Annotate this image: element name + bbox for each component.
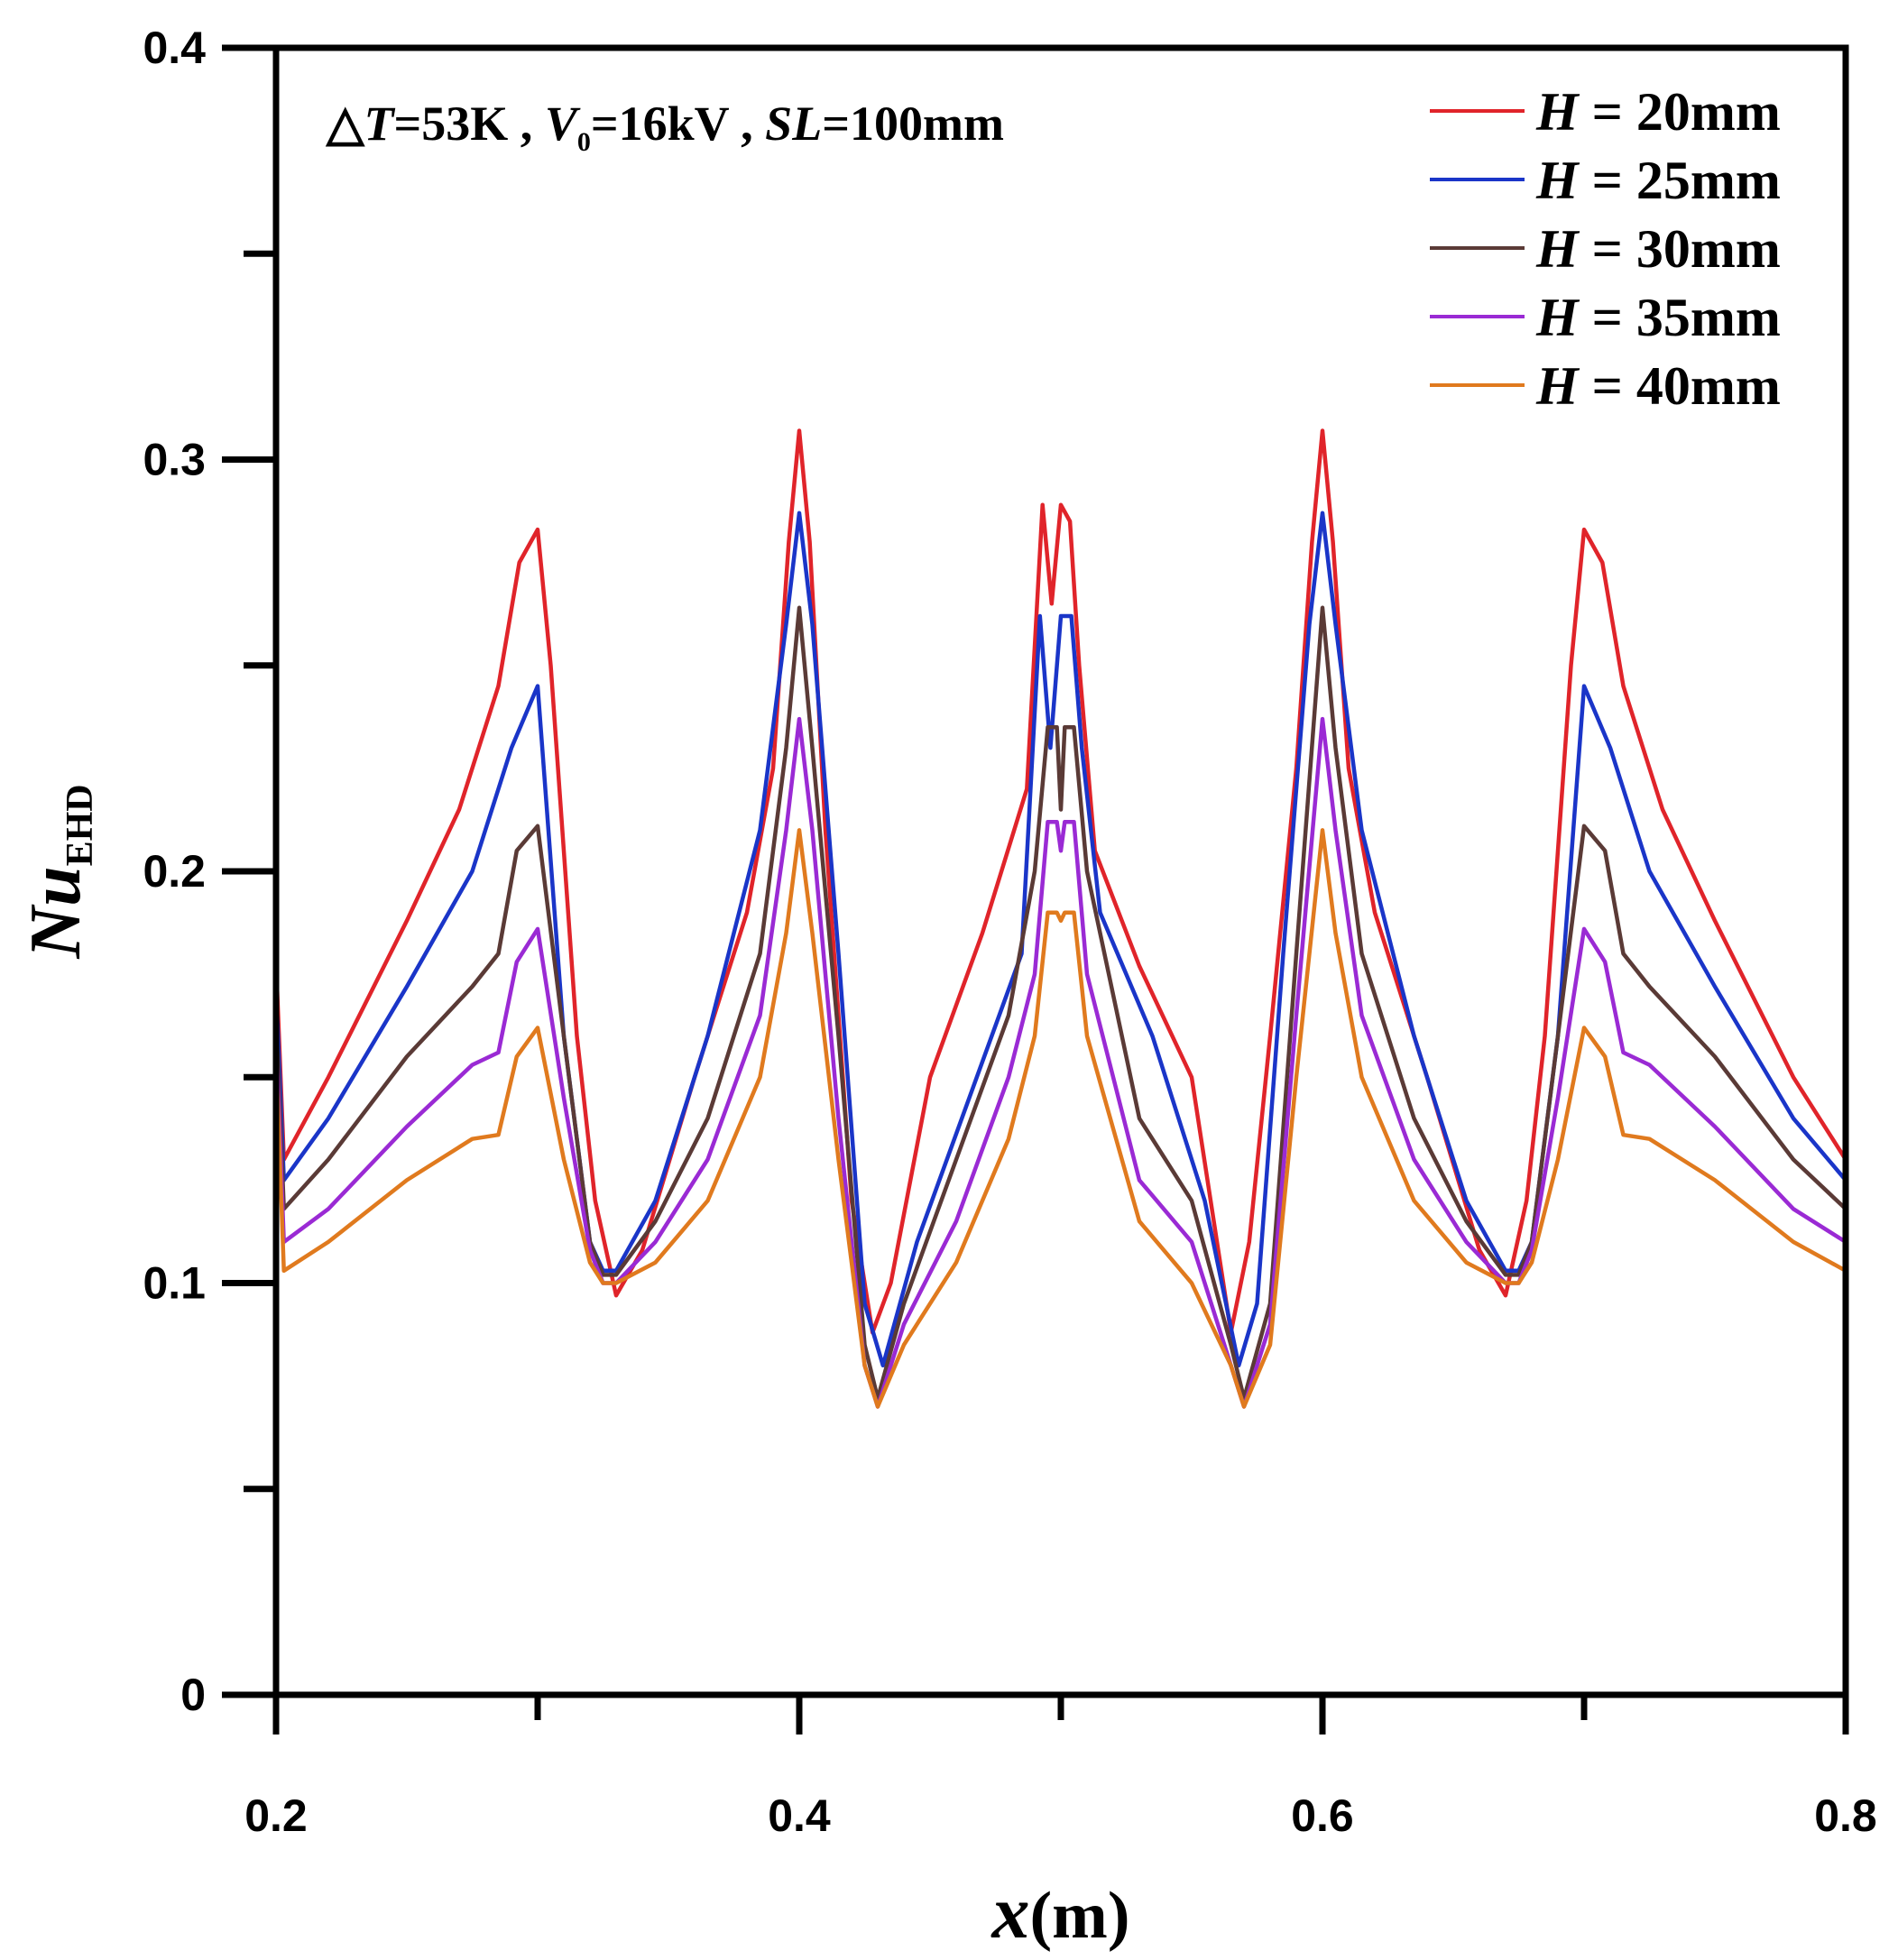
legend-value: = 35mm: [1579, 288, 1781, 347]
y-tick-label: 0.1: [143, 1258, 206, 1309]
series-line-4: [273, 716, 1848, 1409]
annotation: △T=53K , V0=16kV , SL=100mm: [325, 97, 1004, 157]
y-tick-label: 0.3: [143, 435, 206, 485]
series-line-1: [273, 428, 1848, 1335]
axis-ticks: 0 0.1 0.2 0.3 0.4 0.2 0.4 0.6 0.8: [143, 23, 1876, 1841]
legend-var: H: [1535, 356, 1580, 416]
legend-value: = 30mm: [1579, 219, 1781, 279]
series-line-3: [273, 605, 1848, 1401]
y-tick-label: 0: [180, 1670, 206, 1720]
annotation-sl-var: SL: [765, 97, 822, 151]
legend-var: H: [1535, 219, 1580, 279]
legend-var: H: [1535, 151, 1580, 210]
y-axis-title-main: Nu: [16, 866, 96, 959]
legend-label-3: H = 30mm: [1535, 219, 1781, 279]
y-axis-title-sub: EHD: [60, 784, 101, 866]
x-axis-title-unit: (m): [1030, 1879, 1130, 1953]
y-axis-title: NuEHD: [16, 784, 101, 959]
legend-var: H: [1535, 288, 1580, 347]
x-tick-label: 0.6: [1291, 1790, 1354, 1841]
series-line-5: [273, 828, 1848, 1409]
legend-value: = 25mm: [1579, 151, 1781, 210]
x-axis-title: x(m): [990, 1871, 1130, 1955]
x-axis-title-var: x: [990, 1871, 1030, 1955]
legend-label-1: H = 20mm: [1535, 82, 1781, 142]
x-tick-label: 0.8: [1814, 1790, 1877, 1841]
y-tick-label: 0.2: [143, 846, 206, 897]
annotation-t-value: =53K ,: [394, 97, 545, 151]
annotation-v-var: V: [545, 97, 581, 151]
series-lines: [273, 428, 1848, 1409]
annotation-v-value: =16kV ,: [591, 97, 765, 151]
x-tick-label: 0.4: [768, 1790, 831, 1841]
annotation-t-var: T: [364, 97, 396, 151]
svg-text:△T=53K , V0=16kV , SL=100mm: △T=53K , V0=16kV , SL=100mm: [325, 97, 1004, 157]
annotation-v-sub: 0: [577, 127, 591, 157]
legend-label-5: H = 40mm: [1535, 356, 1781, 416]
legend-value: = 20mm: [1579, 82, 1781, 142]
legend-label-2: H = 25mm: [1535, 151, 1781, 210]
annotation-sl-value: =100mm: [822, 97, 1004, 151]
annotation-triangle: △: [325, 97, 365, 151]
series-line-2: [273, 511, 1848, 1368]
legend-var: H: [1535, 82, 1580, 142]
y-tick-label: 0.4: [143, 23, 206, 73]
legend-label-4: H = 35mm: [1535, 288, 1781, 347]
x-tick-label: 0.2: [244, 1790, 308, 1841]
legend-value: = 40mm: [1579, 356, 1781, 416]
